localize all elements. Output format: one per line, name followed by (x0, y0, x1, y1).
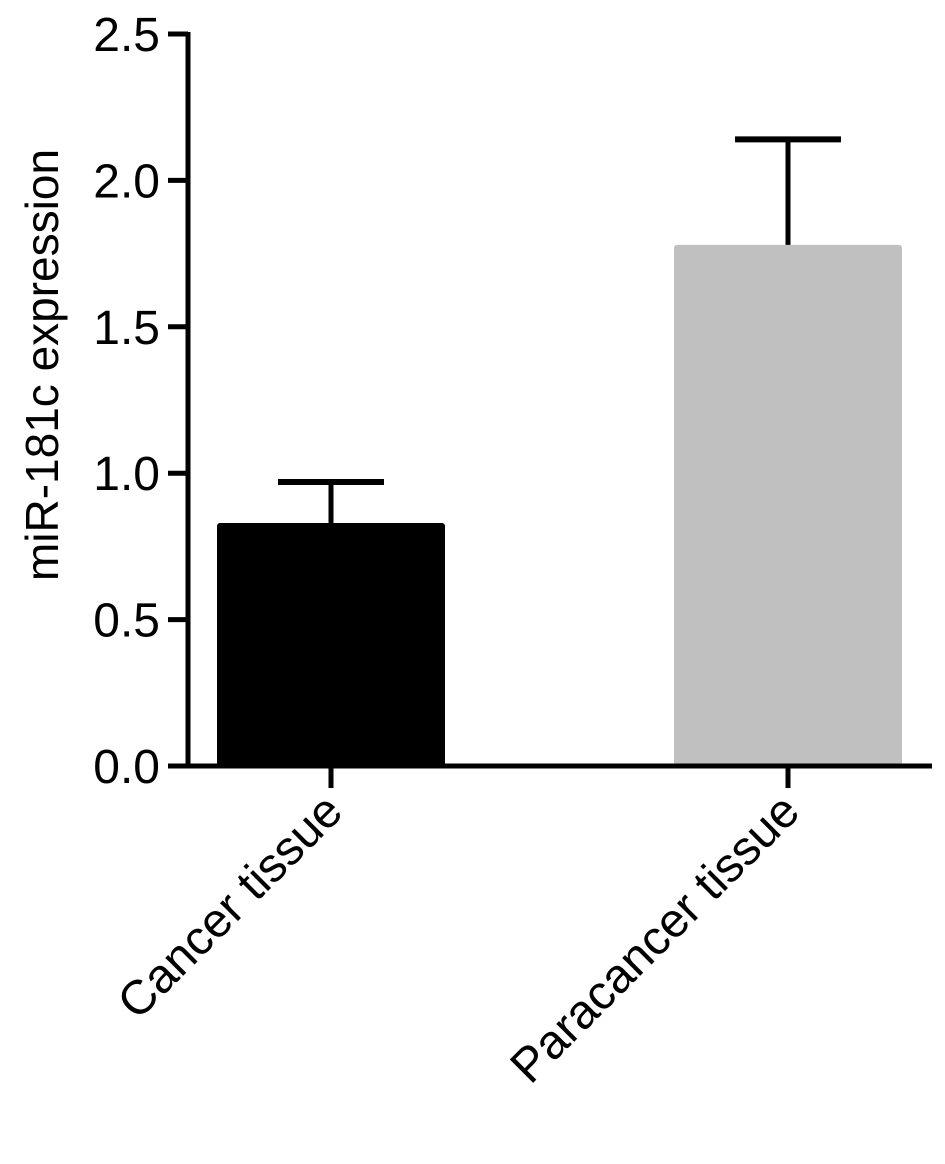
bar-1 (674, 244, 902, 767)
y-tick-label-3: 1.5 (93, 302, 160, 355)
y-tick-label-5: 2.5 (93, 9, 160, 62)
y-tick-label-2: 1.0 (93, 448, 160, 501)
y-axis-label: miR-181c expression (16, 149, 68, 581)
y-tick-label-0: 0.0 (93, 741, 160, 794)
x-tick-label-0: Cancer tissue (108, 784, 353, 1029)
y-tick-label-4: 2.0 (93, 155, 160, 208)
error-bars-layer (278, 136, 841, 523)
x-ticks-layer: Cancer tissue Paracancer tissue (108, 766, 810, 1093)
bar-0 (217, 522, 445, 766)
bars-layer (217, 244, 902, 767)
x-tick-label-1: Paracancer tissue (501, 784, 810, 1093)
y-ticks-layer: 0.0 0.5 1.0 1.5 2.0 2.5 (93, 9, 188, 794)
axes-layer (185, 32, 932, 769)
y-tick-label-1: 0.5 (93, 595, 160, 648)
